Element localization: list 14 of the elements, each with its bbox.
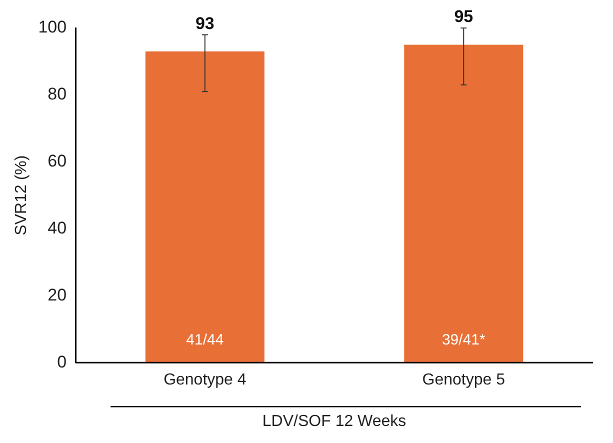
x-tick-label: Genotype 4 (164, 372, 246, 389)
y-tick-label: 20 (48, 285, 67, 304)
x-tick-label: Genotype 5 (422, 372, 506, 389)
y-tick-label: 80 (48, 84, 67, 104)
y-tick-label: 40 (48, 218, 67, 238)
data-label: 93 (195, 14, 214, 33)
x-axis-title: LDV/SOF 12 Weeks (262, 412, 406, 430)
annotation: 41/44 (186, 332, 224, 349)
y-tick-label: 60 (48, 152, 67, 171)
y-axis-title: SVR12 (%) (13, 155, 30, 236)
y-tick-label: 0 (57, 352, 67, 372)
annotation: 39/41* (442, 332, 486, 349)
y-tick-label: 100 (38, 18, 67, 37)
data-label: 95 (454, 7, 474, 26)
